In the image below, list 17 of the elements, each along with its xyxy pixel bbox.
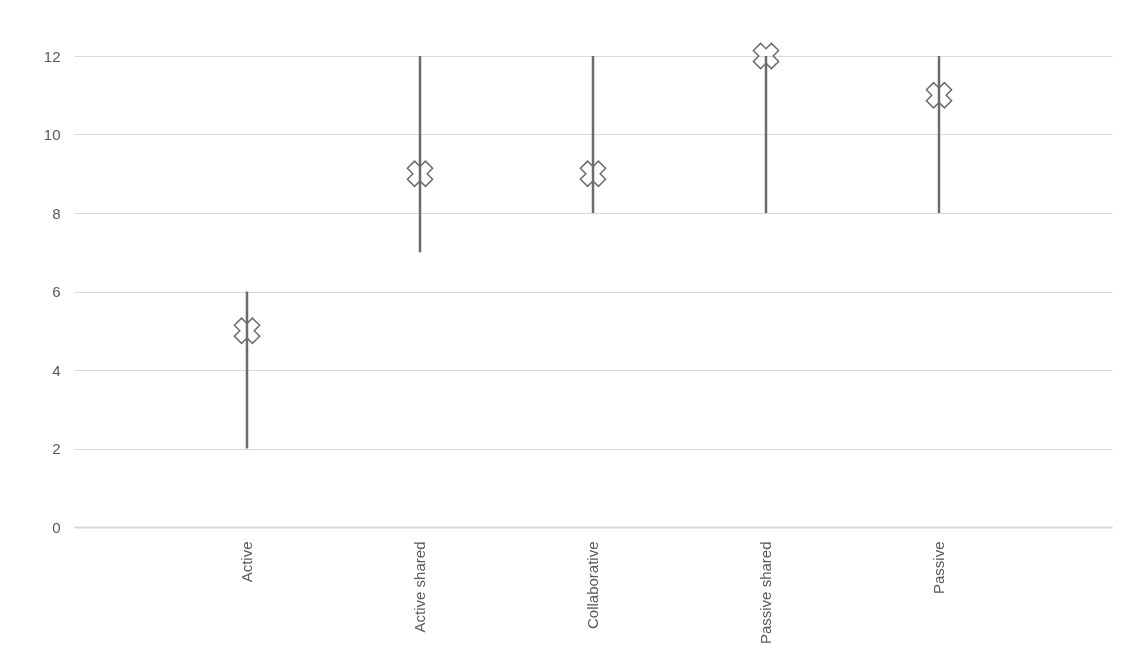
y-tick-label: 10 [43,126,61,143]
point [925,81,953,109]
y-tick-label: 4 [52,361,61,379]
x-tick-label: Collaborative [584,541,601,630]
point [752,42,780,70]
y-tick-label: 2 [52,440,61,457]
y-tick-label: 0 [52,518,61,536]
point [579,160,607,188]
x-tick-label: Passive [930,541,947,595]
point [406,160,434,188]
point [233,317,261,345]
x-tick-label: Active shared [411,541,428,633]
y-tick-label: 12 [43,47,61,65]
y-tick-label: 8 [52,204,61,222]
x-tick-label: Passive shared [757,541,774,645]
y-tick-label: 6 [52,283,61,300]
x-tick-label: Active [238,541,255,583]
